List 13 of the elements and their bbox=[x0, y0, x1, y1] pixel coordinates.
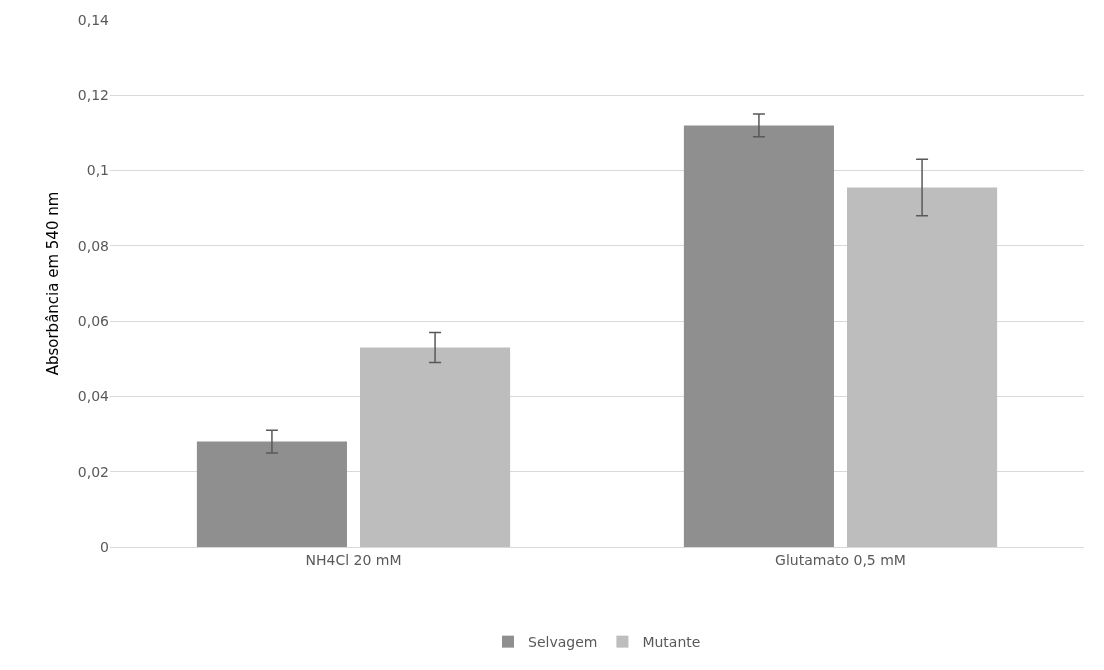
y-tick-label: 0,06 bbox=[77, 313, 110, 330]
legend-label: Mutante bbox=[642, 634, 701, 651]
y-tick-label: 0,1 bbox=[86, 162, 109, 179]
x-tick-label: Glutamato 0,5 mM bbox=[775, 551, 906, 568]
y-tick-label: 0 bbox=[100, 538, 109, 555]
y-tick-label: 0,04 bbox=[77, 388, 110, 405]
y-tick-label: 0,08 bbox=[77, 237, 109, 254]
y-tick-label: 0,14 bbox=[77, 11, 110, 28]
x-tick-label: NH4Cl 20 mM bbox=[305, 551, 402, 568]
y-tick-label: 0,02 bbox=[77, 463, 109, 480]
legend-label: Selvagem bbox=[528, 634, 598, 651]
y-axis-title: Absorbância em 540 nm bbox=[44, 191, 63, 376]
y-tick-label: 0,12 bbox=[77, 87, 109, 104]
